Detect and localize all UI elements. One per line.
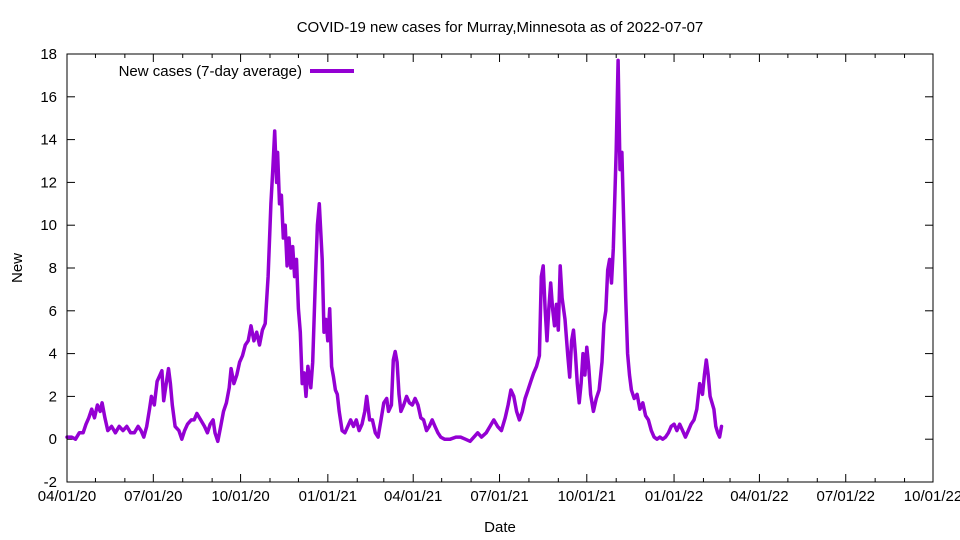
y-axis-label: New (9, 253, 26, 283)
y-tick-label: 6 (49, 303, 57, 320)
y-tick-label: 0 (49, 431, 57, 448)
series-line-0 (65, 58, 724, 444)
y-tick-label: 2 (49, 388, 57, 405)
y-tick-label: 12 (40, 174, 57, 191)
x-tick-label: 04/01/22 (730, 488, 788, 505)
x-tick-label: 07/01/22 (817, 488, 875, 505)
x-tick-label: 10/01/21 (558, 488, 616, 505)
x-tick-label: 01/01/22 (645, 488, 703, 505)
legend-label: New cases (7-day average) (119, 63, 302, 80)
y-tick-label: 8 (49, 260, 57, 277)
y-tick-label: 4 (49, 346, 57, 363)
series-layer (65, 58, 724, 444)
x-axis: 04/01/20 07/01/20 10/01/20 01/01/21 04/01/21… (38, 54, 960, 505)
y-tick-label: 10 (40, 217, 57, 234)
plot-frame (66, 53, 934, 483)
y-axis: -2 0 2 4 6 8 10 12 14 16 18 (40, 46, 933, 491)
x-tick-label: 07/01/21 (470, 488, 528, 505)
y-tick-label: 18 (40, 46, 57, 63)
legend: New cases (7-day average) (119, 63, 354, 80)
chart-title: COVID-19 new cases for Murray,Minnesota … (297, 19, 704, 36)
x-tick-label: 04/01/20 (38, 488, 96, 505)
x-axis-label: Date (484, 519, 516, 536)
y-tick-label: -2 (44, 474, 57, 491)
y-tick-label: 14 (40, 132, 57, 149)
x-tick-label: 07/01/20 (124, 488, 182, 505)
x-tick-label: 01/01/21 (299, 488, 357, 505)
x-tick-label: 04/01/21 (384, 488, 442, 505)
x-tick-label: 10/01/20 (211, 488, 269, 505)
y-tick-label: 16 (40, 89, 57, 106)
x-tick-label: 10/01/22 (904, 488, 960, 505)
